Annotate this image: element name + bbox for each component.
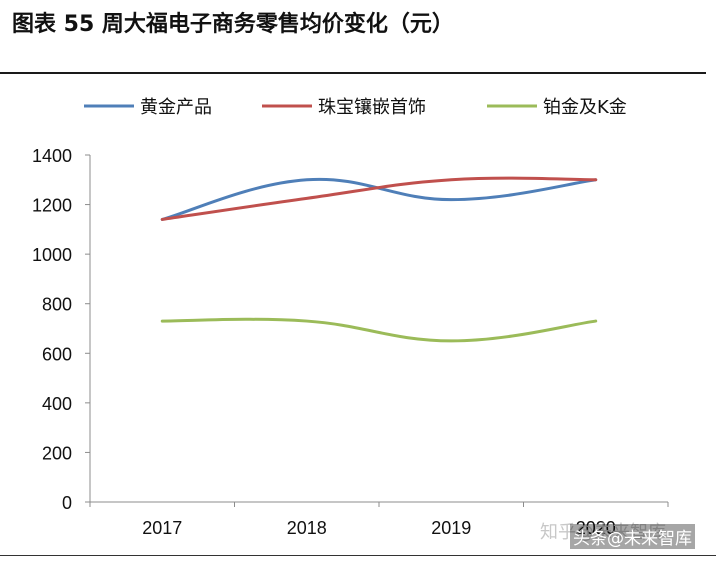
legend-label-2: 珠宝镶嵌首饰	[318, 97, 426, 118]
y-tick-label: 800	[42, 295, 72, 315]
series-line-3	[160, 317, 598, 343]
x-tick-label: 2019	[431, 518, 471, 538]
x-axis: 2017 2018 2019 2020	[89, 501, 669, 538]
y-tick-label: 1200	[32, 196, 72, 216]
series-line-2	[160, 176, 598, 221]
footer-rule	[0, 555, 716, 556]
x-tick-label: 2017	[142, 518, 182, 538]
legend-label-1: 黄金产品	[140, 97, 212, 118]
y-tick-label: 200	[42, 443, 72, 463]
series-line-1	[160, 177, 598, 221]
y-tick-label: 600	[42, 344, 72, 364]
chart-series	[160, 176, 598, 343]
y-tick-label: 1000	[32, 245, 72, 265]
watermark-brand: 知乎@未来智库	[540, 522, 666, 543]
y-axis: 0 200 400 600 800 1000 1200 1400	[32, 146, 91, 513]
y-tick-label: 400	[42, 394, 72, 414]
y-tick-label: 0	[62, 493, 72, 513]
x-tick-label: 2020	[576, 518, 616, 538]
header-rule	[0, 72, 706, 74]
chart-legend: 黄金产品 珠宝镶嵌首饰 铂金及K金	[84, 97, 627, 118]
chart-title: 图表 55 周大福电子商务零售均价变化（元）	[12, 12, 454, 37]
y-tick-label: 1400	[32, 146, 72, 166]
watermark-label: 头条@未来智库	[570, 524, 695, 549]
x-tick-label: 2018	[287, 518, 327, 538]
legend-label-3: 铂金及K金	[543, 97, 627, 118]
